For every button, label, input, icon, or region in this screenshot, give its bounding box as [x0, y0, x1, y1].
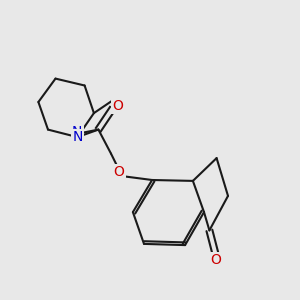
Text: O: O — [114, 166, 124, 179]
Text: N: N — [72, 125, 82, 139]
Text: O: O — [211, 254, 221, 267]
Text: O: O — [112, 99, 123, 112]
Text: N: N — [72, 130, 82, 144]
